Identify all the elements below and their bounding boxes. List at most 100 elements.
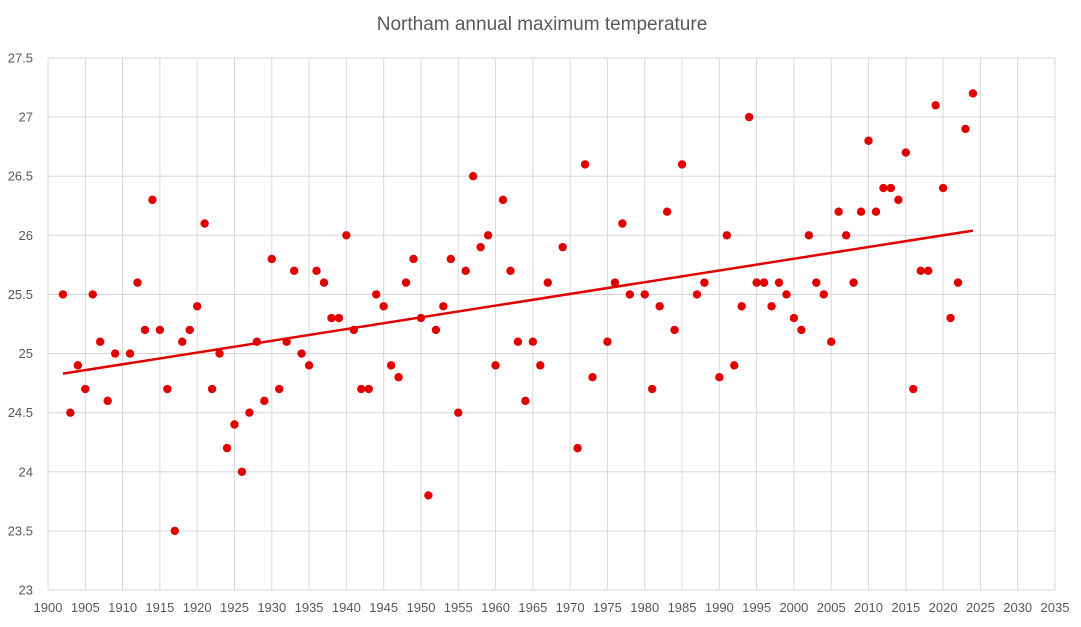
data-point bbox=[342, 231, 351, 240]
x-tick-label: 1900 bbox=[34, 600, 63, 615]
data-point bbox=[207, 384, 217, 394]
data-point bbox=[260, 396, 269, 406]
data-point bbox=[752, 278, 761, 287]
y-tick-label: 25.5 bbox=[8, 287, 33, 302]
y-tick-label: 26 bbox=[19, 228, 33, 243]
data-point bbox=[88, 290, 97, 299]
data-point bbox=[797, 325, 806, 335]
x-tick-label: 1910 bbox=[108, 600, 137, 615]
x-tick-label: 1920 bbox=[183, 600, 212, 615]
data-point bbox=[163, 384, 172, 394]
x-tick-label: 1945 bbox=[369, 600, 398, 615]
data-point bbox=[804, 231, 814, 240]
data-point bbox=[424, 491, 433, 500]
x-tick-label: 1915 bbox=[145, 600, 174, 615]
data-point bbox=[394, 373, 403, 382]
data-point bbox=[618, 219, 627, 228]
data-point bbox=[782, 290, 791, 299]
data-point bbox=[700, 278, 709, 287]
data-point bbox=[640, 290, 649, 299]
data-point bbox=[252, 337, 262, 346]
data-point bbox=[155, 325, 165, 335]
data-point bbox=[334, 313, 344, 323]
data-point bbox=[483, 231, 493, 240]
data-point bbox=[185, 325, 194, 335]
data-point bbox=[125, 349, 135, 358]
y-tick-label: 26.5 bbox=[8, 169, 33, 184]
data-point bbox=[401, 278, 411, 287]
data-point bbox=[506, 266, 515, 275]
data-point bbox=[58, 290, 68, 299]
data-point bbox=[722, 231, 731, 240]
data-point bbox=[215, 349, 224, 358]
chart-title: Northam annual maximum temperature bbox=[377, 14, 708, 35]
x-tick-label: 1985 bbox=[668, 600, 697, 615]
x-tick-label: 1930 bbox=[257, 600, 286, 615]
data-point bbox=[737, 302, 746, 311]
data-point bbox=[416, 313, 426, 323]
x-tick-label: 1965 bbox=[518, 600, 547, 615]
x-tick-label: 1995 bbox=[742, 600, 771, 615]
data-point bbox=[961, 124, 970, 134]
data-point bbox=[864, 136, 873, 145]
data-point bbox=[744, 112, 754, 122]
y-tick-label: 23.5 bbox=[8, 523, 33, 538]
x-tick-label: 2025 bbox=[966, 600, 995, 615]
x-tick-label: 2020 bbox=[929, 600, 958, 615]
y-tick-label: 27.5 bbox=[8, 51, 33, 66]
data-point bbox=[491, 361, 500, 370]
data-point bbox=[662, 207, 672, 216]
data-point bbox=[573, 443, 582, 453]
data-point bbox=[819, 290, 828, 299]
y-tick-label: 27 bbox=[19, 110, 33, 125]
data-point bbox=[192, 302, 202, 311]
data-point bbox=[498, 195, 508, 205]
data-point bbox=[468, 172, 478, 181]
data-point bbox=[66, 408, 75, 417]
x-tick-label: 1950 bbox=[407, 600, 436, 615]
data-point bbox=[245, 408, 254, 417]
data-point bbox=[610, 278, 620, 287]
data-point bbox=[267, 254, 276, 264]
data-point bbox=[901, 148, 911, 157]
x-tick-label: 1975 bbox=[593, 600, 622, 615]
data-point bbox=[103, 396, 112, 406]
data-point bbox=[327, 313, 336, 323]
data-point bbox=[543, 278, 552, 287]
x-tick-label: 1905 bbox=[71, 600, 100, 615]
x-tick-label: 2030 bbox=[1003, 600, 1032, 615]
data-point bbox=[871, 207, 881, 216]
data-point bbox=[677, 160, 687, 169]
data-point bbox=[73, 361, 83, 370]
data-point bbox=[237, 467, 247, 476]
data-point bbox=[230, 420, 239, 429]
data-point bbox=[774, 278, 784, 287]
data-point bbox=[841, 231, 851, 240]
data-point bbox=[178, 337, 187, 346]
x-tick-label: 1925 bbox=[220, 600, 249, 615]
data-point bbox=[319, 278, 329, 287]
data-point bbox=[931, 101, 940, 110]
data-point bbox=[916, 266, 925, 275]
data-point bbox=[580, 160, 590, 169]
y-tick-label: 24.5 bbox=[8, 405, 33, 420]
x-tick-label: 1955 bbox=[444, 600, 473, 615]
x-tick-label: 1935 bbox=[295, 600, 324, 615]
data-point bbox=[349, 325, 359, 335]
data-point bbox=[730, 361, 739, 370]
x-tick-label: 1940 bbox=[332, 600, 361, 615]
trendline-layer bbox=[62, 229, 974, 375]
x-tick-label: 1960 bbox=[481, 600, 510, 615]
x-tick-label: 1980 bbox=[630, 600, 659, 615]
data-point bbox=[923, 266, 933, 275]
data-point bbox=[834, 207, 843, 216]
data-point bbox=[140, 325, 150, 335]
data-point bbox=[909, 384, 918, 394]
data-point bbox=[446, 254, 455, 264]
data-point bbox=[409, 254, 418, 264]
data-point bbox=[856, 207, 866, 216]
data-point bbox=[625, 290, 635, 299]
data-point bbox=[938, 183, 948, 193]
data-point bbox=[133, 278, 142, 287]
